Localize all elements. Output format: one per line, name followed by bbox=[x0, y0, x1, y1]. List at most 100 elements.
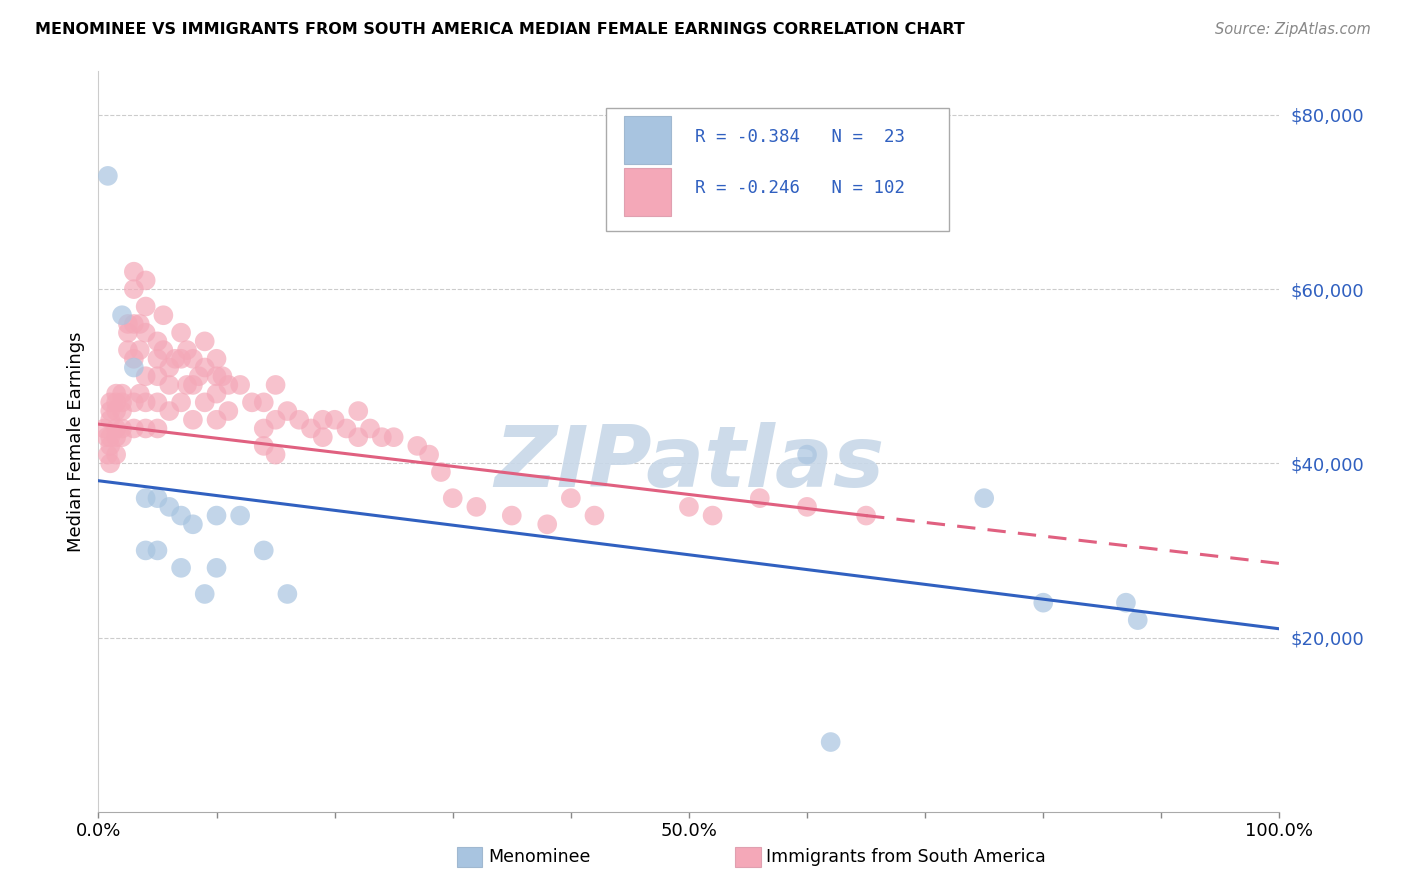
Point bbox=[105, 404, 128, 418]
Point bbox=[211, 369, 233, 384]
Point bbox=[146, 334, 169, 349]
Point bbox=[1126, 613, 1149, 627]
Point bbox=[312, 413, 335, 427]
Point bbox=[288, 413, 311, 427]
Point bbox=[105, 421, 128, 435]
Point bbox=[382, 430, 405, 444]
Point bbox=[194, 395, 217, 409]
Text: Menominee: Menominee bbox=[488, 848, 591, 866]
Point bbox=[165, 351, 187, 366]
Point bbox=[111, 404, 134, 418]
Point bbox=[253, 395, 276, 409]
Point bbox=[122, 351, 145, 366]
Point bbox=[229, 508, 252, 523]
Point bbox=[229, 378, 252, 392]
Point bbox=[128, 317, 150, 331]
Point bbox=[264, 413, 287, 427]
Point bbox=[98, 456, 121, 470]
Point bbox=[430, 465, 453, 479]
Point bbox=[122, 265, 145, 279]
Point bbox=[253, 421, 276, 435]
Point bbox=[264, 448, 287, 462]
Point bbox=[441, 491, 464, 505]
Point bbox=[117, 317, 139, 331]
Point bbox=[97, 169, 120, 183]
Point bbox=[748, 491, 770, 505]
Point bbox=[371, 430, 394, 444]
Point bbox=[465, 500, 488, 514]
Point bbox=[205, 369, 228, 384]
Point bbox=[97, 448, 120, 462]
Point bbox=[135, 300, 157, 314]
Point bbox=[253, 439, 276, 453]
Point bbox=[176, 343, 198, 357]
Point bbox=[146, 543, 169, 558]
Text: R = -0.384   N =  23: R = -0.384 N = 23 bbox=[695, 128, 905, 145]
Point bbox=[111, 386, 134, 401]
Point bbox=[205, 386, 228, 401]
Point bbox=[98, 439, 121, 453]
FancyBboxPatch shape bbox=[606, 109, 949, 230]
Point bbox=[146, 395, 169, 409]
FancyBboxPatch shape bbox=[624, 116, 671, 164]
Point bbox=[855, 508, 877, 523]
Point bbox=[205, 508, 228, 523]
Point bbox=[93, 421, 115, 435]
Point bbox=[1115, 596, 1137, 610]
Point bbox=[170, 326, 193, 340]
Point bbox=[135, 491, 157, 505]
Point bbox=[111, 421, 134, 435]
Point bbox=[240, 395, 263, 409]
Point bbox=[157, 378, 180, 392]
Point bbox=[205, 413, 228, 427]
Point bbox=[194, 334, 217, 349]
Point bbox=[135, 421, 157, 435]
Point bbox=[536, 517, 558, 532]
Point bbox=[359, 421, 381, 435]
Point bbox=[217, 404, 239, 418]
Point bbox=[157, 404, 180, 418]
Point bbox=[312, 430, 335, 444]
Point bbox=[264, 378, 287, 392]
Point bbox=[176, 378, 198, 392]
Point bbox=[347, 404, 370, 418]
Point bbox=[98, 413, 121, 427]
Point bbox=[122, 395, 145, 409]
Point bbox=[678, 500, 700, 514]
Point bbox=[299, 421, 322, 435]
Point bbox=[702, 508, 724, 523]
Point bbox=[157, 500, 180, 514]
Point bbox=[122, 317, 145, 331]
Point bbox=[146, 491, 169, 505]
Text: MENOMINEE VS IMMIGRANTS FROM SOUTH AMERICA MEDIAN FEMALE EARNINGS CORRELATION CH: MENOMINEE VS IMMIGRANTS FROM SOUTH AMERI… bbox=[35, 22, 965, 37]
Point bbox=[111, 308, 134, 322]
Point bbox=[796, 448, 818, 462]
Point bbox=[194, 360, 217, 375]
Point bbox=[217, 378, 239, 392]
Point bbox=[146, 369, 169, 384]
Point bbox=[128, 343, 150, 357]
Point bbox=[170, 351, 193, 366]
Point bbox=[170, 395, 193, 409]
Point bbox=[135, 369, 157, 384]
Point bbox=[152, 308, 174, 322]
Point bbox=[135, 273, 157, 287]
Point bbox=[122, 421, 145, 435]
Point bbox=[181, 413, 204, 427]
Point bbox=[973, 491, 995, 505]
Point bbox=[98, 430, 121, 444]
Point bbox=[276, 587, 298, 601]
Point bbox=[146, 351, 169, 366]
Point bbox=[105, 386, 128, 401]
Point bbox=[122, 282, 145, 296]
Point bbox=[194, 587, 217, 601]
Point bbox=[117, 326, 139, 340]
Point bbox=[117, 343, 139, 357]
Text: ZIPatlas: ZIPatlas bbox=[494, 422, 884, 505]
Point bbox=[105, 395, 128, 409]
Point bbox=[152, 343, 174, 357]
Point bbox=[1032, 596, 1054, 610]
Point bbox=[187, 369, 209, 384]
Point bbox=[205, 351, 228, 366]
Y-axis label: Median Female Earnings: Median Female Earnings bbox=[66, 331, 84, 552]
